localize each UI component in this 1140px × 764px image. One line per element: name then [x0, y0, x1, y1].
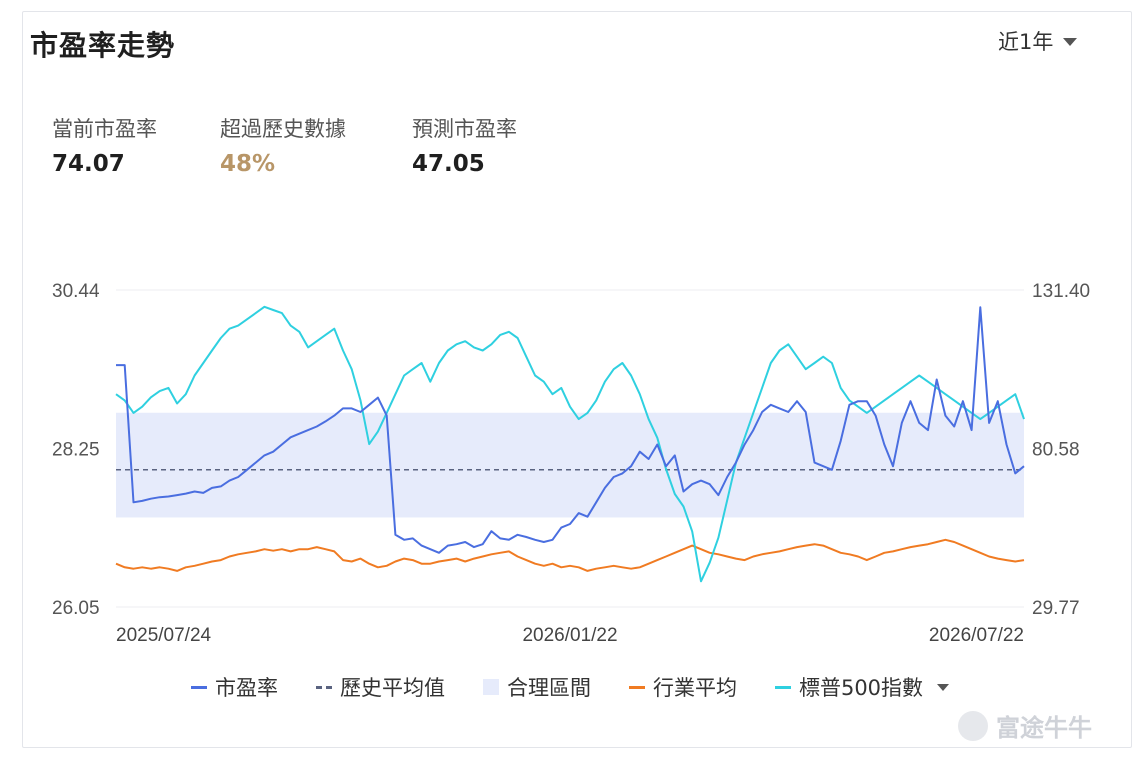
- legend-label: 行業平均: [652, 676, 737, 700]
- legend-item[interactable]: 歷史平均值: [315, 672, 445, 702]
- legend-item[interactable]: 市盈率: [190, 672, 278, 702]
- caret-down-icon[interactable]: [937, 683, 950, 691]
- stat-current-pe: 當前市盈率 74.07: [52, 113, 157, 177]
- legend-swatch: [315, 685, 332, 689]
- stat-value: 74.07: [52, 151, 125, 177]
- legend-item[interactable]: 標普500指數: [774, 672, 950, 702]
- time-range-selector[interactable]: 近1年: [998, 26, 1078, 56]
- card-title: 市盈率走勢: [30, 29, 176, 62]
- right-axis-tick: 131.40: [1032, 281, 1090, 302]
- caret-down-icon[interactable]: [1063, 38, 1078, 46]
- legend-label: 合理區間: [506, 676, 591, 700]
- stat-label: 預測市盈率: [412, 117, 517, 141]
- futu-logo-icon: [958, 710, 988, 741]
- stat-value: 48%: [220, 151, 276, 177]
- reasonable-range-band: [116, 412, 1024, 518]
- stat-label: 超過歷史數據: [220, 117, 346, 141]
- x-axis-tick: 2026/07/22: [929, 625, 1024, 646]
- legend-swatch: [628, 685, 645, 689]
- stat-value: 47.05: [412, 151, 485, 177]
- legend-label: 歷史平均值: [339, 676, 445, 700]
- time-range-label[interactable]: 近1年: [998, 30, 1054, 54]
- pe-ratio-line: [116, 306, 1025, 554]
- pe-chart: 30.44 131.40 28.25 80.58 26.05 29.77 2025/07/2…: [52, 281, 1090, 646]
- chart-legend: 市盈率 歷史平均值 合理區間 行業平均 標普500指數: [0, 672, 1140, 702]
- legend-swatch: [190, 685, 207, 689]
- left-axis-tick: 26.05: [52, 598, 100, 619]
- stat-label: 當前市盈率: [52, 117, 157, 141]
- legend-swatch: [482, 679, 499, 695]
- left-axis-tick: 28.25: [52, 440, 100, 461]
- industry-average-line: [115, 538, 1025, 572]
- right-axis-tick: 80.58: [1032, 440, 1080, 461]
- legend-swatch: [774, 685, 791, 689]
- legend-label: 標普500指數: [798, 676, 924, 700]
- sp500-index-line: [115, 305, 1025, 583]
- legend-label: 市盈率: [214, 676, 278, 700]
- right-axis-tick: 29.77: [1032, 598, 1080, 619]
- watermark-text: 富途牛牛: [996, 714, 1092, 742]
- pe-trend-card: [22, 11, 1132, 748]
- left-axis-tick: 30.44: [52, 281, 100, 302]
- legend-item[interactable]: 行業平均: [628, 672, 737, 702]
- stat-forecast-pe: 預測市盈率 47.05: [412, 113, 517, 177]
- watermark: 富途牛牛: [958, 708, 1092, 743]
- x-axis-tick: 2026/01/22: [522, 625, 617, 646]
- stat-exceed-history: 超過歷史數據 48%: [220, 113, 346, 177]
- x-axis-tick: 2025/07/24: [116, 625, 212, 646]
- legend-item[interactable]: 合理區間: [482, 672, 591, 702]
